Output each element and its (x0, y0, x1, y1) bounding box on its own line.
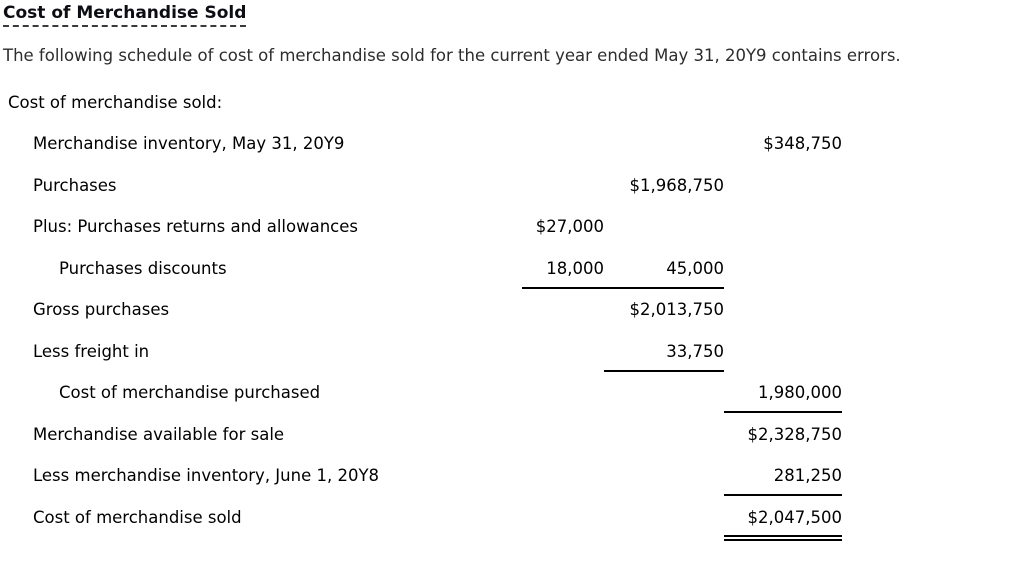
schedule-row: Gross purchases $2,013,750 (8, 299, 842, 341)
amount-subtotal-column: $2,013,750 (629, 300, 724, 319)
amount-total-column (724, 299, 842, 307)
amount-total-column (724, 341, 842, 349)
amount-subtotal-column (604, 465, 724, 473)
amount-detail-column (522, 133, 604, 141)
schedule-row: Merchandise inventory, May 31, 20Y9 $348… (8, 133, 842, 175)
amount-total-column: $348,750 (763, 134, 842, 153)
row-label: Merchandise available for sale (33, 424, 285, 444)
amount-detail-column (522, 382, 604, 390)
amount-subtotal-column (604, 133, 724, 141)
amount-subtotal-column (604, 382, 724, 390)
amount-total-column: 1,980,000 (724, 382, 842, 413)
schedule-row: Cost of merchandise sold $2,047,500 (8, 507, 842, 549)
amount-total-column: 281,250 (724, 465, 842, 496)
amount-detail-column (522, 507, 604, 515)
amount-subtotal-column: 45,000 (604, 258, 724, 289)
amount-subtotal-column (604, 507, 724, 515)
amount-total-column: $2,328,750 (747, 424, 842, 444)
row-label: Less freight in (33, 341, 150, 361)
schedule-row: Purchases discounts 18,000 45,000 (8, 258, 842, 300)
amount-total-column (724, 258, 842, 266)
row-label: Less merchandise inventory, June 1, 20Y8 (33, 466, 380, 485)
schedule-row: Purchases $1,968,750 (8, 175, 842, 217)
amount-detail-column (522, 424, 604, 432)
schedule-header-label: Cost of merchandise sold: (8, 93, 223, 112)
amount-subtotal-column: $1,968,750 (629, 175, 724, 195)
schedule-header-row: Cost of merchandise sold: (8, 92, 842, 133)
amount-detail-column: $27,000 (535, 217, 604, 236)
row-label: Plus: Purchases returns and allowances (33, 217, 358, 236)
schedule-row: Less merchandise inventory, June 1, 20Y8… (8, 465, 842, 507)
schedule-row: Less freight in 33,750 (8, 341, 842, 383)
row-label: Cost of merchandise sold (33, 507, 242, 527)
row-label: Cost of merchandise purchased (59, 383, 321, 402)
row-label: Purchases (33, 175, 117, 195)
amount-subtotal-column (604, 216, 724, 224)
row-label: Merchandise inventory, May 31, 20Y9 (33, 134, 345, 153)
schedule-row: Merchandise available for sale $2,328,75… (8, 424, 842, 466)
amount-detail-column: 18,000 (522, 258, 604, 289)
amount-total-column (724, 175, 842, 183)
amount-total-column (724, 216, 842, 224)
intro-text: The following schedule of cost of mercha… (3, 46, 901, 65)
amount-detail-column (522, 341, 604, 349)
amount-subtotal-column (604, 424, 724, 432)
row-label: Purchases discounts (59, 258, 227, 278)
amount-subtotal-column: 33,750 (604, 341, 724, 372)
document-page: Cost of Merchandise Sold The following s… (3, 3, 901, 548)
cost-of-merchandise-schedule: Cost of merchandise sold: Merchandise in… (3, 92, 842, 548)
amount-detail-column (522, 299, 604, 307)
amount-detail-column (522, 465, 604, 473)
amount-total-column: $2,047,500 (724, 507, 842, 541)
schedule-row: Cost of merchandise purchased 1,980,000 (8, 382, 842, 424)
schedule-rows: Merchandise inventory, May 31, 20Y9 $348… (8, 133, 842, 548)
schedule-row: Plus: Purchases returns and allowances $… (8, 216, 842, 258)
row-label: Gross purchases (33, 300, 170, 319)
page-title: Cost of Merchandise Sold (3, 3, 247, 27)
amount-detail-column (522, 175, 604, 183)
